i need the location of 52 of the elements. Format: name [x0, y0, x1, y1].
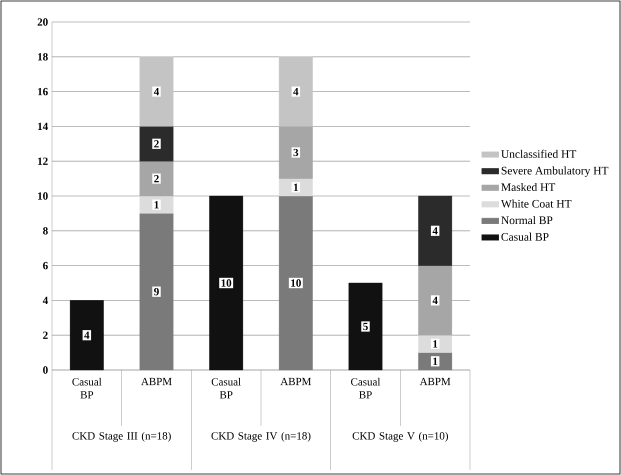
bar [70, 300, 104, 370]
bar [140, 161, 174, 196]
y-tick-label: 6 [43, 262, 48, 270]
x-tick-label: ABPM [420, 378, 450, 386]
x-tick-label: ABPM [280, 378, 312, 386]
y-tick-label: 8 [43, 227, 48, 234]
y-tick-label: 16 [38, 88, 48, 96]
bar [418, 196, 452, 266]
text: CKD Stage IV (n=18) [211, 432, 310, 442]
text: CKD Stage V (n=10) [352, 432, 448, 442]
data-label: 1 [154, 201, 159, 208]
data-label: 1 [433, 340, 438, 348]
data-label: 10 [222, 279, 232, 287]
x-tick-label: Casual BP [212, 378, 241, 398]
y-tick-label: 20 [38, 18, 48, 26]
bar [140, 56, 174, 127]
y-tick-label: 18 [38, 53, 48, 60]
data-label: 4 [432, 227, 438, 234]
y-tick-label: 12 [38, 158, 48, 165]
x-tick-label: ABPM [141, 378, 172, 386]
bar [278, 56, 313, 127]
data-label: 2 [154, 174, 159, 182]
data-label: 1 [294, 184, 298, 191]
legend-label: Masked HT [501, 182, 556, 192]
data-label: 4 [154, 88, 160, 96]
legend-label: Unclassified HT [501, 150, 576, 158]
y-tick-label: 14 [38, 122, 48, 130]
bar [140, 126, 174, 162]
x-tick-label: Casual BP [72, 378, 102, 398]
data-label: 9 [154, 288, 159, 296]
data-label: 4 [293, 88, 298, 96]
y-tick-label: 0 [43, 366, 48, 374]
x-tick-label: Casual BP [351, 378, 380, 398]
data-label: 10 [291, 279, 301, 287]
bar [348, 282, 382, 370]
data-label: 3 [294, 148, 298, 156]
bar [418, 265, 452, 336]
legend-label: Normal BP [501, 216, 552, 224]
legend-label: Casual BP [501, 232, 549, 241]
y-tick-label: 4 [42, 296, 48, 304]
bar [278, 126, 313, 179]
y-tick-label: 2 [43, 332, 48, 339]
legend-label: Severe Ambulatory HT [502, 166, 608, 177]
bar [209, 196, 244, 370]
legend-label: White Coat HT [500, 200, 572, 208]
text: CKD Stage III (n=18) [72, 432, 171, 442]
data-label: 5 [363, 322, 368, 330]
data-label: 1 [433, 358, 438, 365]
data-label: 2 [154, 140, 159, 148]
data-label: 4 [432, 296, 438, 304]
data-label: 4 [84, 332, 90, 339]
y-tick-label: 10 [38, 192, 48, 200]
